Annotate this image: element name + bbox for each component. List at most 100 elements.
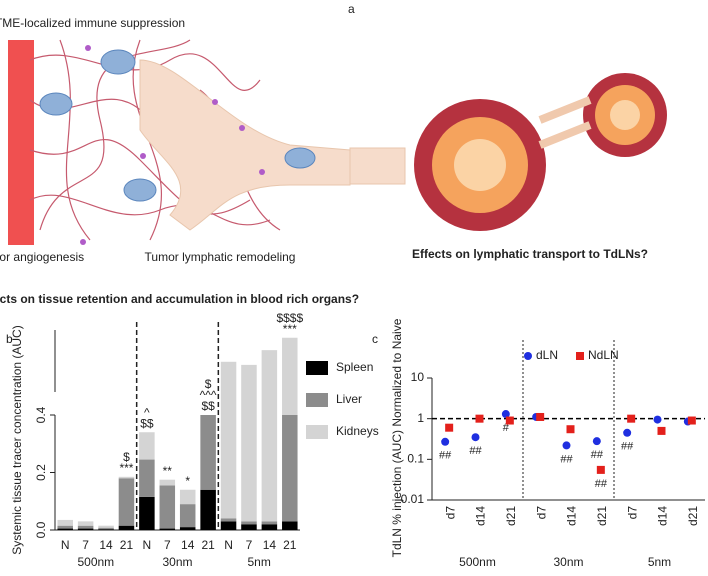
bar-segment <box>241 524 257 530</box>
x-tick-label: 21 <box>201 538 215 552</box>
bar-segment <box>139 459 155 497</box>
bar-segment <box>220 518 237 522</box>
y-tick-label: 0.01 <box>401 492 425 506</box>
point <box>623 428 632 437</box>
bar-segment <box>220 361 237 519</box>
lymphatic-vessel <box>139 59 351 231</box>
point <box>445 423 454 432</box>
y-tick-label: 0.1 <box>407 452 424 466</box>
lymph-node-center <box>454 139 506 191</box>
bar-annotation: $ <box>205 377 212 391</box>
legend-marker <box>576 352 584 360</box>
point <box>471 433 480 442</box>
x-tick-label: d7 <box>443 506 457 520</box>
efferent-vessel <box>538 96 592 149</box>
x-tick-label: 21 <box>120 538 134 552</box>
illustration-question: Effects on lymphatic transport to TdLNs? <box>412 247 648 261</box>
x-tick-label: d14 <box>565 506 579 526</box>
point <box>596 465 605 474</box>
point <box>627 414 636 423</box>
point <box>653 415 662 424</box>
point-annotation: ## <box>560 453 573 465</box>
bar-annotation: $ <box>123 450 130 464</box>
bar-annotation: $$$$ <box>276 311 303 325</box>
bar-annotation: *** <box>283 322 297 336</box>
legend-swatch <box>306 425 328 439</box>
illustration-label: TME-localized immune suppression <box>0 16 185 30</box>
point <box>441 437 450 446</box>
x-tick-label: d7 <box>625 506 639 520</box>
bar-annotation: $$ <box>201 399 215 413</box>
panel-label: c <box>372 332 378 346</box>
x-tick-label: 14 <box>263 538 277 552</box>
legend-label: NdLN <box>588 348 619 362</box>
bar-segment <box>118 478 135 526</box>
bar-segment <box>200 489 216 530</box>
particles <box>80 45 265 245</box>
y-tick-label: 10 <box>411 370 425 384</box>
legend-swatch <box>306 393 328 407</box>
point <box>505 416 514 425</box>
y-tick-label: 0.2 <box>34 464 48 481</box>
bar-segment <box>159 528 176 530</box>
point <box>687 416 696 425</box>
bar-segment <box>98 529 114 530</box>
bar-segment <box>77 528 94 530</box>
point <box>592 437 601 446</box>
x-tick-label: d14 <box>656 506 670 526</box>
y-tick-label: 0.0 <box>34 521 48 538</box>
bar-segment <box>282 521 298 530</box>
legend-label: Liver <box>336 392 362 406</box>
x-tick-label: N <box>143 538 152 552</box>
x-tick-label: N <box>224 538 233 552</box>
legend-marker <box>524 352 532 360</box>
bar-segment <box>57 519 73 526</box>
point-annotation: ## <box>469 445 482 457</box>
bar-segment <box>118 525 135 530</box>
group-label: 5nm <box>247 555 270 569</box>
bar-segment <box>179 489 196 505</box>
group-label: 500nm <box>459 555 496 569</box>
x-tick-label: 14 <box>99 538 113 552</box>
point <box>566 425 575 434</box>
bar-segment <box>282 337 298 415</box>
lymphatic-vessel <box>349 147 406 185</box>
bar-segment <box>179 527 196 530</box>
bar-segment <box>98 527 114 530</box>
bar-segment <box>77 525 94 529</box>
illustration <box>8 39 667 245</box>
bar-segment <box>139 432 155 460</box>
bar-segment <box>261 350 278 522</box>
legend-label: dLN <box>536 348 558 362</box>
bar-segment <box>159 485 176 529</box>
blood-vessel <box>8 40 34 245</box>
lymph-node-center <box>610 100 640 130</box>
group-label: 5nm <box>648 555 671 569</box>
y-axis-label: TdLN % injection (AUC) Normalized to Nai… <box>390 318 404 557</box>
bar-segment <box>200 415 216 490</box>
bar-annotation: ^ <box>144 405 150 419</box>
point <box>475 414 484 423</box>
x-tick-label: d21 <box>686 506 700 526</box>
bar-segment <box>98 525 114 528</box>
immune-cells <box>39 49 316 202</box>
bar-segment <box>118 476 135 479</box>
bar-annotation: * <box>185 474 190 488</box>
legend-label: Kidneys <box>336 424 379 438</box>
point <box>501 410 510 419</box>
point <box>657 426 666 435</box>
x-tick-label: d21 <box>504 506 518 526</box>
panel-label: a <box>348 2 355 16</box>
point-annotation: ## <box>591 449 604 461</box>
x-tick-label: N <box>61 538 70 552</box>
bar-segment <box>241 521 257 525</box>
x-tick-label: d7 <box>534 506 548 520</box>
point-annotation: ## <box>595 478 608 490</box>
bar-segment <box>282 415 298 522</box>
bar-segment <box>139 496 155 530</box>
group-label: 30nm <box>553 555 583 569</box>
legend-swatch <box>306 361 328 375</box>
bar-annotation: *** <box>119 461 133 475</box>
illustration-label: Tumor angiogenesis <box>0 250 84 264</box>
